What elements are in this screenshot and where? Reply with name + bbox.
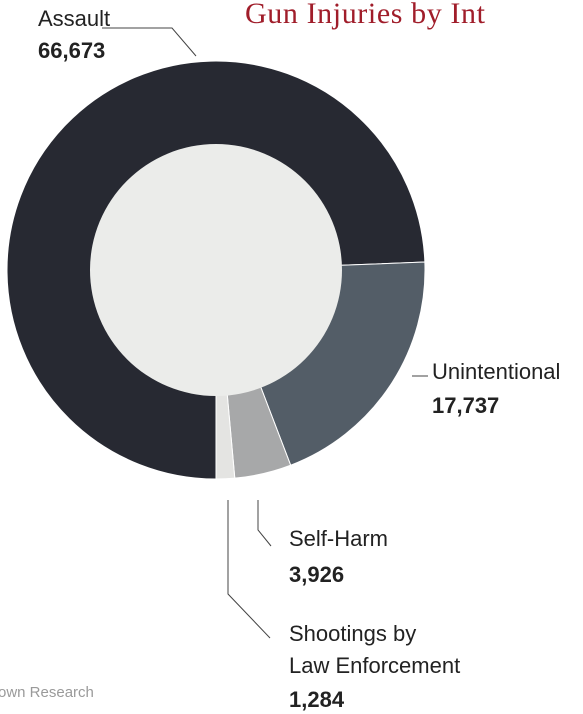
- chart-title: Gun Injuries by Int: [245, 0, 486, 30]
- slice-label-unintentional: Unintentional: [432, 359, 561, 384]
- slice-value-unintentional: 17,737: [432, 393, 500, 418]
- slice-label-assault: Assault: [38, 6, 111, 31]
- leader-line-assault: [102, 27, 197, 57]
- donut-hole: [90, 144, 342, 396]
- slice-label-self-harm: Self-Harm: [289, 526, 389, 551]
- slice-label-law-enforcement-line1: Shootings by: [289, 621, 417, 646]
- slice-label-law-enforcement-line2: Law Enforcement: [289, 653, 461, 678]
- leader-line-self-harm: [257, 500, 272, 547]
- slice-value-assault: 66,673: [38, 38, 106, 63]
- source-note: own Research: [0, 684, 94, 701]
- leader-line-law-enforcement: [227, 500, 271, 639]
- slice-value-law-enforcement: 1,284: [289, 687, 345, 712]
- slice-value-self-harm: 3,926: [289, 562, 345, 587]
- leader-lines: [102, 27, 428, 639]
